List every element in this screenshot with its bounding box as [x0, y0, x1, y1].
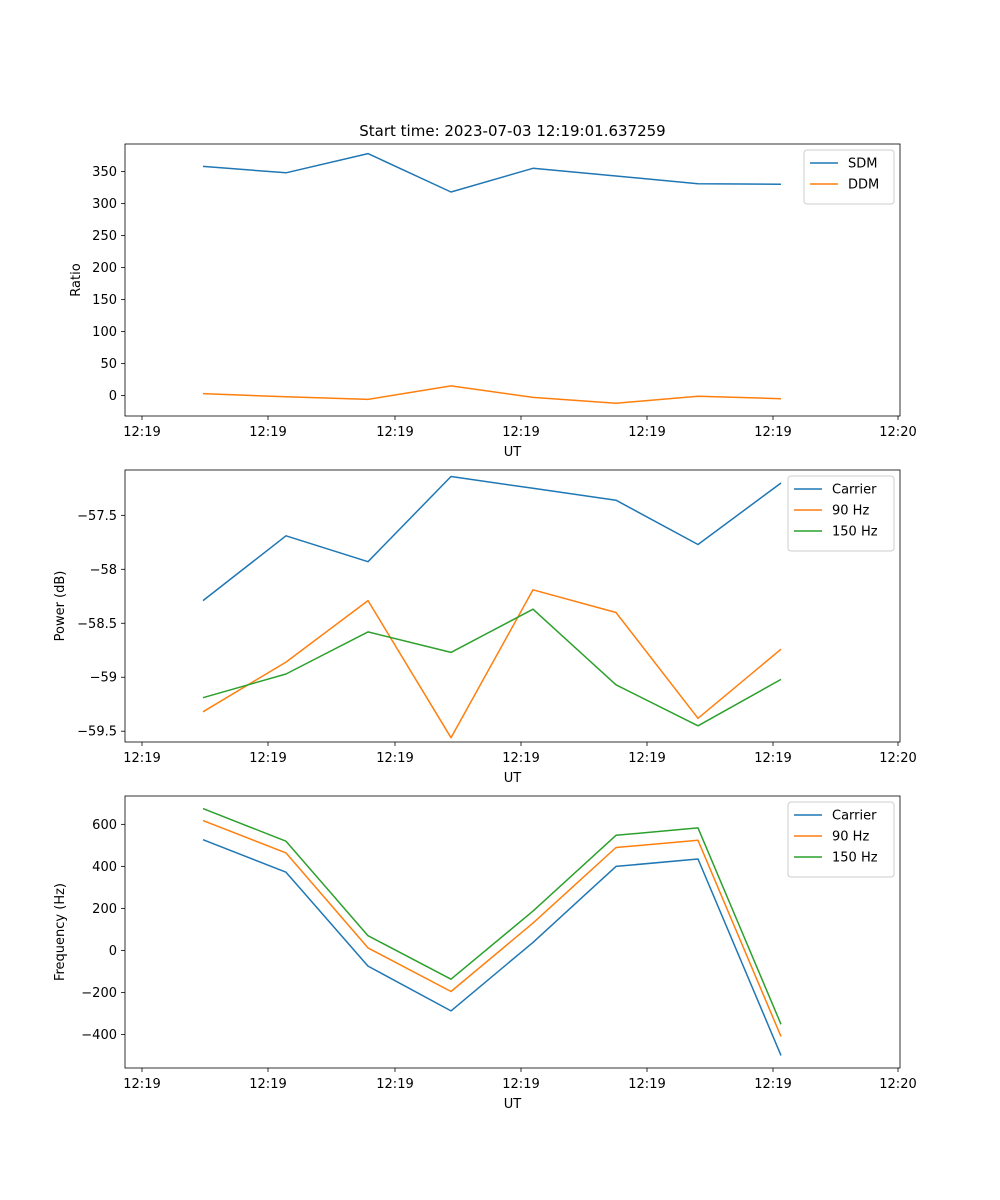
legend: Carrier 90 Hz 150 Hz	[787, 475, 895, 552]
plot-frame	[124, 143, 901, 417]
x-tick-label: 12:19	[249, 751, 286, 766]
x-tick-label: 12:19	[376, 1077, 413, 1092]
x-tick-label: 12:19	[249, 425, 286, 440]
chart-2: 12:19 12:19 12:19 12:19 12:19 12:19 12:20 −57.5…	[53, 469, 917, 786]
series-line-150-hz	[202, 608, 782, 727]
y-tick-label: −59	[90, 671, 117, 686]
y-tick-label: −59.5	[77, 725, 117, 740]
y-tick-label: 100	[92, 325, 117, 340]
legend-label: SDM	[848, 157, 877, 172]
series-line-90-hz	[202, 589, 782, 739]
plot-frame	[124, 469, 901, 743]
x-tick-label: 12:19	[628, 425, 665, 440]
y-tick-label: 200	[92, 902, 117, 917]
chart-1: Start time: 2023-07-03 12:19:01.637259 12…	[69, 122, 917, 460]
x-tick-label: 12:19	[502, 751, 539, 766]
y-tick-label: −400	[81, 1028, 117, 1043]
x-tick-label: 12:19	[376, 425, 413, 440]
y-tick-label: 350	[92, 165, 117, 180]
series-line-ddm	[202, 385, 782, 404]
y-tick-label: 0	[109, 389, 117, 404]
x-tick-label: 12:19	[628, 751, 665, 766]
legend-label: 90 Hz	[832, 504, 869, 519]
y-tick-label: 50	[100, 357, 117, 372]
legend-label: 150 Hz	[832, 525, 878, 540]
x-tick-label: 12:19	[123, 1077, 160, 1092]
series-line-sdm	[202, 152, 782, 193]
y-axis-label: Power (dB)	[53, 571, 68, 642]
x-tick-label: 12:19	[123, 425, 160, 440]
y-tick-label: 0	[109, 944, 117, 959]
y-tick-label: −57.5	[77, 509, 117, 524]
series-line-90-hz	[202, 819, 782, 1037]
x-tick-label: 12:19	[249, 1077, 286, 1092]
legend: Carrier 90 Hz 150 Hz	[787, 801, 895, 878]
legend-box	[787, 475, 895, 552]
series-line-150-hz	[202, 807, 782, 1025]
y-tick-label: 250	[92, 229, 117, 244]
x-tick-label: 12:19	[376, 751, 413, 766]
x-tick-label: 12:19	[754, 1077, 791, 1092]
x-tick-label: 12:19	[754, 751, 791, 766]
legend-label: 90 Hz	[832, 830, 869, 845]
legend-label: Carrier	[832, 809, 877, 824]
y-tick-label: −58	[90, 563, 117, 578]
y-axis-label: Frequency (Hz)	[53, 883, 68, 981]
y-tick-label: 300	[92, 197, 117, 212]
y-tick-label: 600	[92, 818, 117, 833]
legend-box	[787, 801, 895, 878]
x-tick-label: 12:20	[879, 751, 916, 766]
x-axis-label: UT	[504, 1097, 522, 1112]
legend-label: 150 Hz	[832, 851, 878, 866]
y-axis-label: Ratio	[69, 263, 84, 296]
x-axis-label: UT	[504, 445, 522, 460]
y-tick-label: 200	[92, 261, 117, 276]
x-tick-label: 12:19	[628, 1077, 665, 1092]
x-tick-label: 12:19	[502, 425, 539, 440]
x-tick-label: 12:20	[879, 425, 916, 440]
chart-title: Start time: 2023-07-03 12:19:01.637259	[359, 122, 665, 140]
x-axis-label: UT	[504, 771, 522, 786]
legend-label: Carrier	[832, 483, 877, 498]
x-tick-label: 12:19	[754, 425, 791, 440]
y-tick-label: −58.5	[77, 617, 117, 632]
series-line-carrier	[202, 475, 782, 602]
x-tick-label: 12:19	[123, 751, 160, 766]
y-tick-label: 150	[92, 293, 117, 308]
chart-3: 12:19 12:19 12:19 12:19 12:19 12:19 12:20 600 40…	[53, 795, 917, 1112]
y-tick-label: 400	[92, 860, 117, 875]
plot-frame	[124, 795, 901, 1069]
x-tick-label: 12:20	[879, 1077, 916, 1092]
series-line-carrier	[202, 839, 782, 1056]
legend: SDM DDM	[803, 149, 895, 205]
y-tick-label: −200	[81, 986, 117, 1001]
x-tick-label: 12:19	[502, 1077, 539, 1092]
legend-label: DDM	[848, 178, 879, 193]
